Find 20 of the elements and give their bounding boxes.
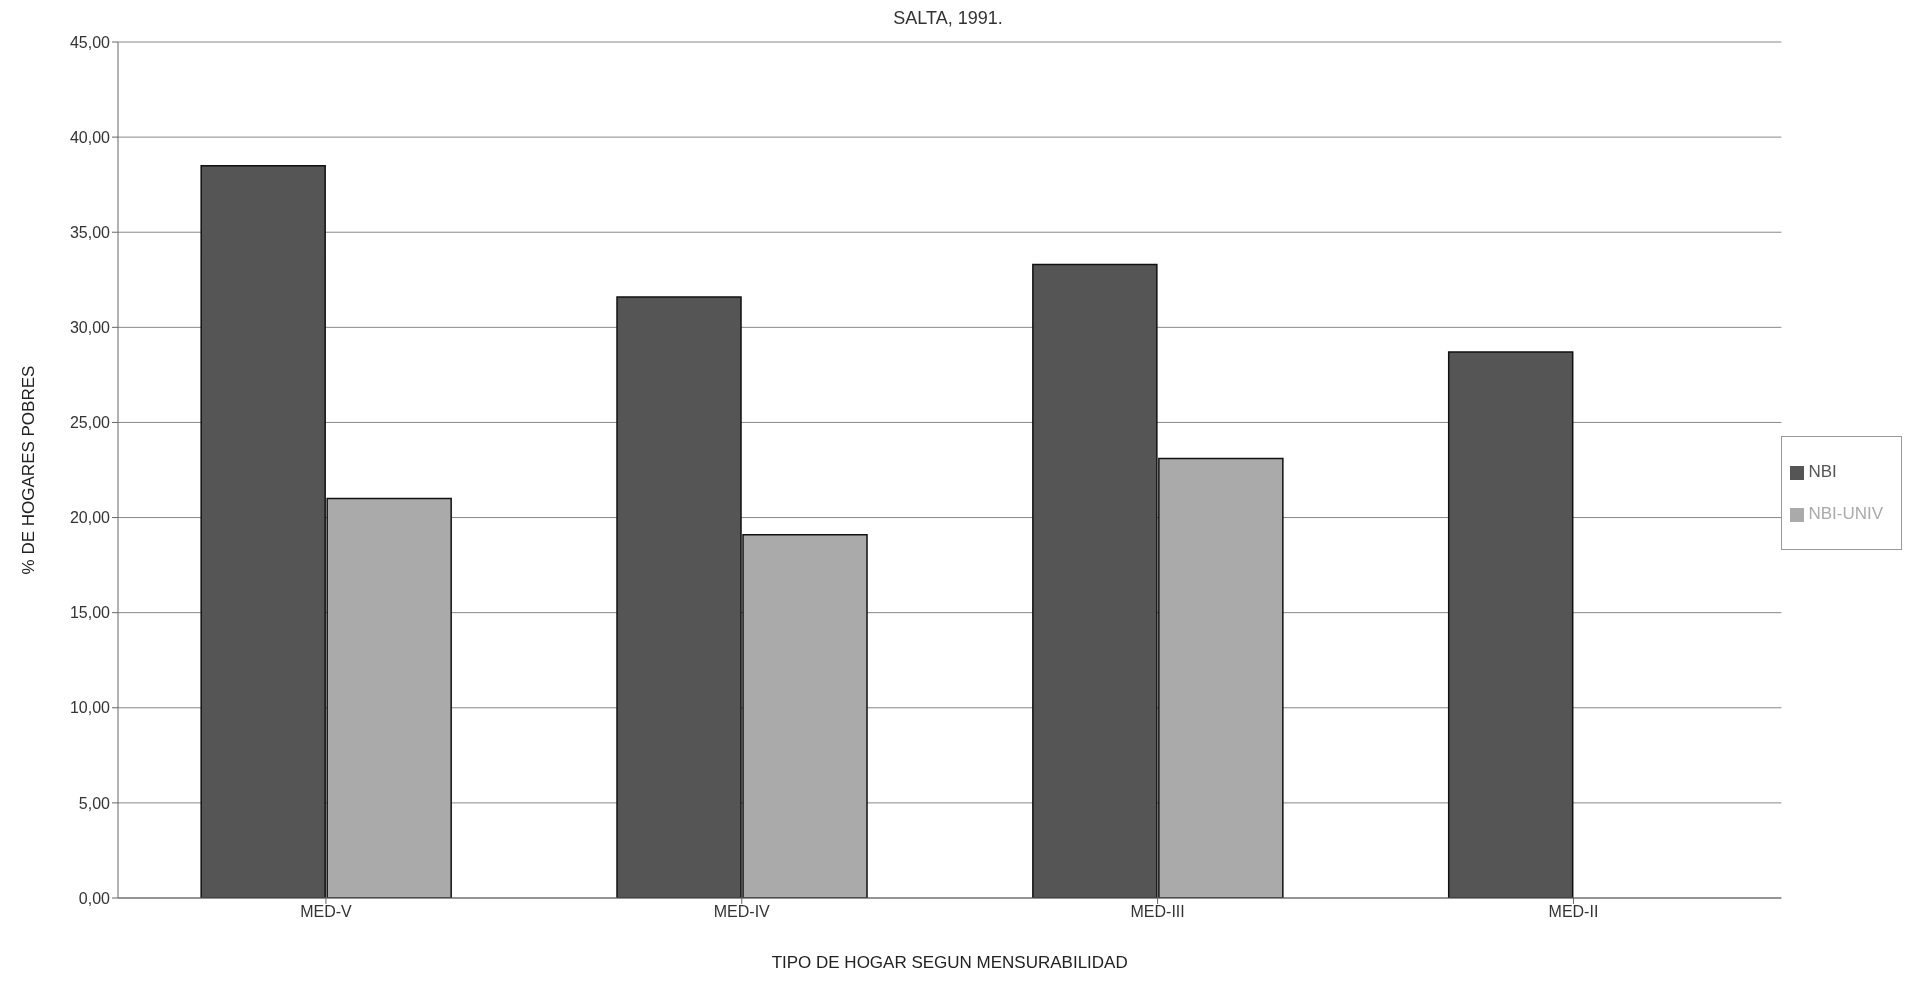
- chart-title: SALTA, 1991.: [892, 8, 1004, 29]
- y-tick-label: 25,00: [69, 414, 111, 432]
- bar: [1447, 351, 1574, 898]
- legend-label: NBI-UNIV: [1808, 504, 1883, 523]
- x-axis-title: TIPO DE HOGAR SEGUN MENSURABILIDAD: [771, 953, 1128, 972]
- y-tick-label: 10,00: [69, 699, 111, 717]
- x-tick-label: MED-V: [300, 903, 353, 921]
- y-tick-label: 45,00: [69, 33, 111, 51]
- y-tick-label: 35,00: [69, 223, 111, 241]
- y-tick-label: 0,00: [78, 889, 111, 907]
- y-tick-label: 40,00: [69, 128, 111, 146]
- legend-label: NBI: [1808, 462, 1837, 481]
- x-tick-label: MED-II: [1548, 903, 1599, 921]
- y-tick-label: 5,00: [78, 794, 111, 812]
- y-tick-label: 20,00: [69, 509, 111, 527]
- y-axis-title: % DE HOGARES POBRES: [19, 365, 39, 575]
- y-tick-label: 15,00: [69, 604, 111, 622]
- x-tick-label: MED-IV: [713, 903, 771, 921]
- y-tick-label: 30,00: [69, 319, 111, 337]
- x-tick-label: MED-III: [1130, 903, 1185, 921]
